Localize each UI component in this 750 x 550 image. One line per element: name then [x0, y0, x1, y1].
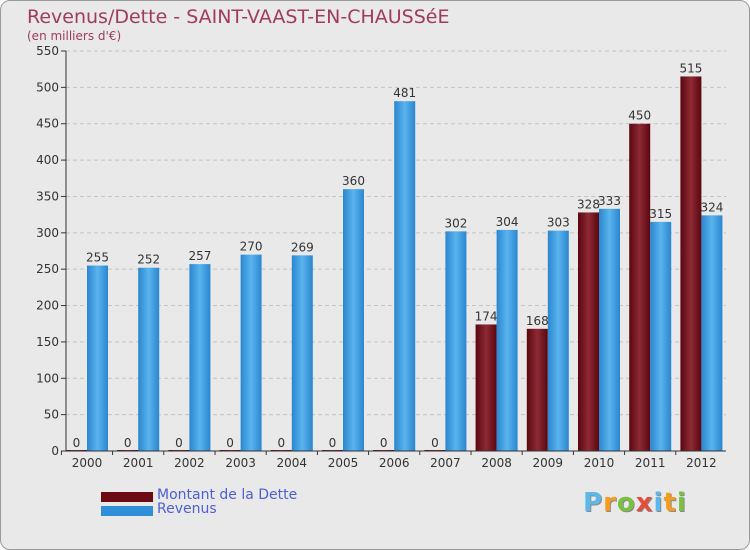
bar-revenus: [650, 221, 672, 451]
x-tick-label: 2009: [533, 456, 564, 470]
y-tick-label: 0: [51, 444, 59, 458]
logo-letter: o: [616, 488, 636, 518]
y-tick-label: 500: [36, 80, 59, 94]
x-tick-label: 2005: [328, 456, 359, 470]
y-tick-label: 250: [36, 262, 59, 276]
bar-revenus: [496, 229, 518, 451]
bar-revenus: [240, 254, 262, 451]
data-label-dette: 0: [175, 436, 183, 450]
x-tick-label: 2007: [430, 456, 461, 470]
y-tick-label: 50: [44, 408, 59, 422]
chart-subtitle: (en milliers d'€): [27, 29, 122, 43]
x-tick-label: 2011: [635, 456, 666, 470]
data-label-dette: 174: [475, 309, 498, 323]
bar-revenus: [701, 215, 723, 451]
data-label-revenus: 324: [700, 200, 723, 214]
x-tick-label: 2002: [174, 456, 205, 470]
logo-letter: t: [663, 488, 677, 518]
bar-revenus: [87, 265, 108, 451]
bar-dette: [629, 123, 651, 452]
y-tick-label: 550: [36, 44, 59, 58]
legend-label-dette: Montant de la Dette: [157, 487, 298, 503]
data-label-revenus: 255: [86, 251, 109, 265]
x-tick-label: 2000: [72, 456, 103, 470]
bar-revenus: [547, 230, 569, 451]
y-tick-label: 200: [36, 299, 59, 313]
proxiti-logo: Proxiti: [583, 488, 687, 518]
bar-revenus: [138, 267, 160, 451]
x-tick-label: 2003: [225, 456, 256, 470]
x-tick-label: 2001: [123, 456, 154, 470]
logo-letter: i: [653, 488, 664, 518]
data-label-dette: 0: [329, 436, 337, 450]
legend-label-revenus: Revenus: [157, 501, 217, 517]
x-tick-label: 2008: [481, 456, 512, 470]
bar-revenus: [291, 255, 313, 451]
y-tick-label: 400: [36, 153, 59, 167]
bar-dette: [475, 324, 497, 451]
x-tick-label: 2004: [277, 456, 308, 470]
y-tick-label: 450: [36, 117, 59, 131]
data-label-dette: 0: [431, 436, 439, 450]
legend-swatch-revenus: [101, 506, 153, 516]
y-tick-label: 150: [36, 335, 59, 349]
data-label-dette: 0: [73, 436, 81, 450]
data-label-revenus: 257: [188, 249, 211, 263]
bar-revenus: [445, 231, 467, 451]
data-label-dette: 0: [277, 436, 285, 450]
logo-letter: x: [635, 488, 654, 518]
data-label-revenus: 360: [342, 174, 365, 188]
data-label-dette: 168: [526, 314, 549, 328]
data-label-revenus: 302: [444, 216, 467, 230]
data-label-revenus: 269: [291, 240, 314, 254]
chart-title: Revenus/Dette - SAINT-VAAST-EN-CHAUSSéE: [27, 6, 450, 28]
y-tick-label: 100: [36, 371, 59, 385]
bar-revenus: [189, 264, 211, 451]
data-label-revenus: 252: [137, 253, 160, 267]
data-label-revenus: 270: [240, 240, 263, 254]
data-label-dette: 0: [380, 436, 388, 450]
legend-swatch-dette: [101, 492, 153, 502]
data-label-dette: 450: [628, 109, 651, 123]
logo-letter: r: [603, 488, 617, 518]
data-label-dette: 0: [226, 436, 234, 450]
y-tick-label: 300: [36, 226, 59, 240]
x-tick-label: 2006: [379, 456, 410, 470]
x-tick-label: 2010: [584, 456, 615, 470]
bar-revenus: [343, 189, 364, 451]
data-label-revenus: 303: [547, 216, 570, 230]
bar-dette: [578, 212, 599, 451]
data-label-dette: 515: [679, 61, 702, 75]
logo-letter: i: [676, 488, 687, 518]
data-label-revenus: 333: [598, 194, 621, 208]
data-label-revenus: 481: [393, 86, 416, 100]
x-tick-label: 2012: [686, 456, 717, 470]
bar-dette: [526, 328, 548, 451]
bar-revenus: [599, 208, 620, 451]
data-label-dette: 0: [124, 436, 132, 450]
bar-revenus: [394, 101, 416, 451]
logo-letter: P: [583, 488, 604, 518]
data-label-revenus: 304: [496, 215, 519, 229]
bar-dette: [680, 76, 702, 452]
data-label-dette: 328: [577, 197, 600, 211]
data-label-revenus: 315: [649, 207, 672, 221]
y-tick-label: 350: [36, 189, 59, 203]
